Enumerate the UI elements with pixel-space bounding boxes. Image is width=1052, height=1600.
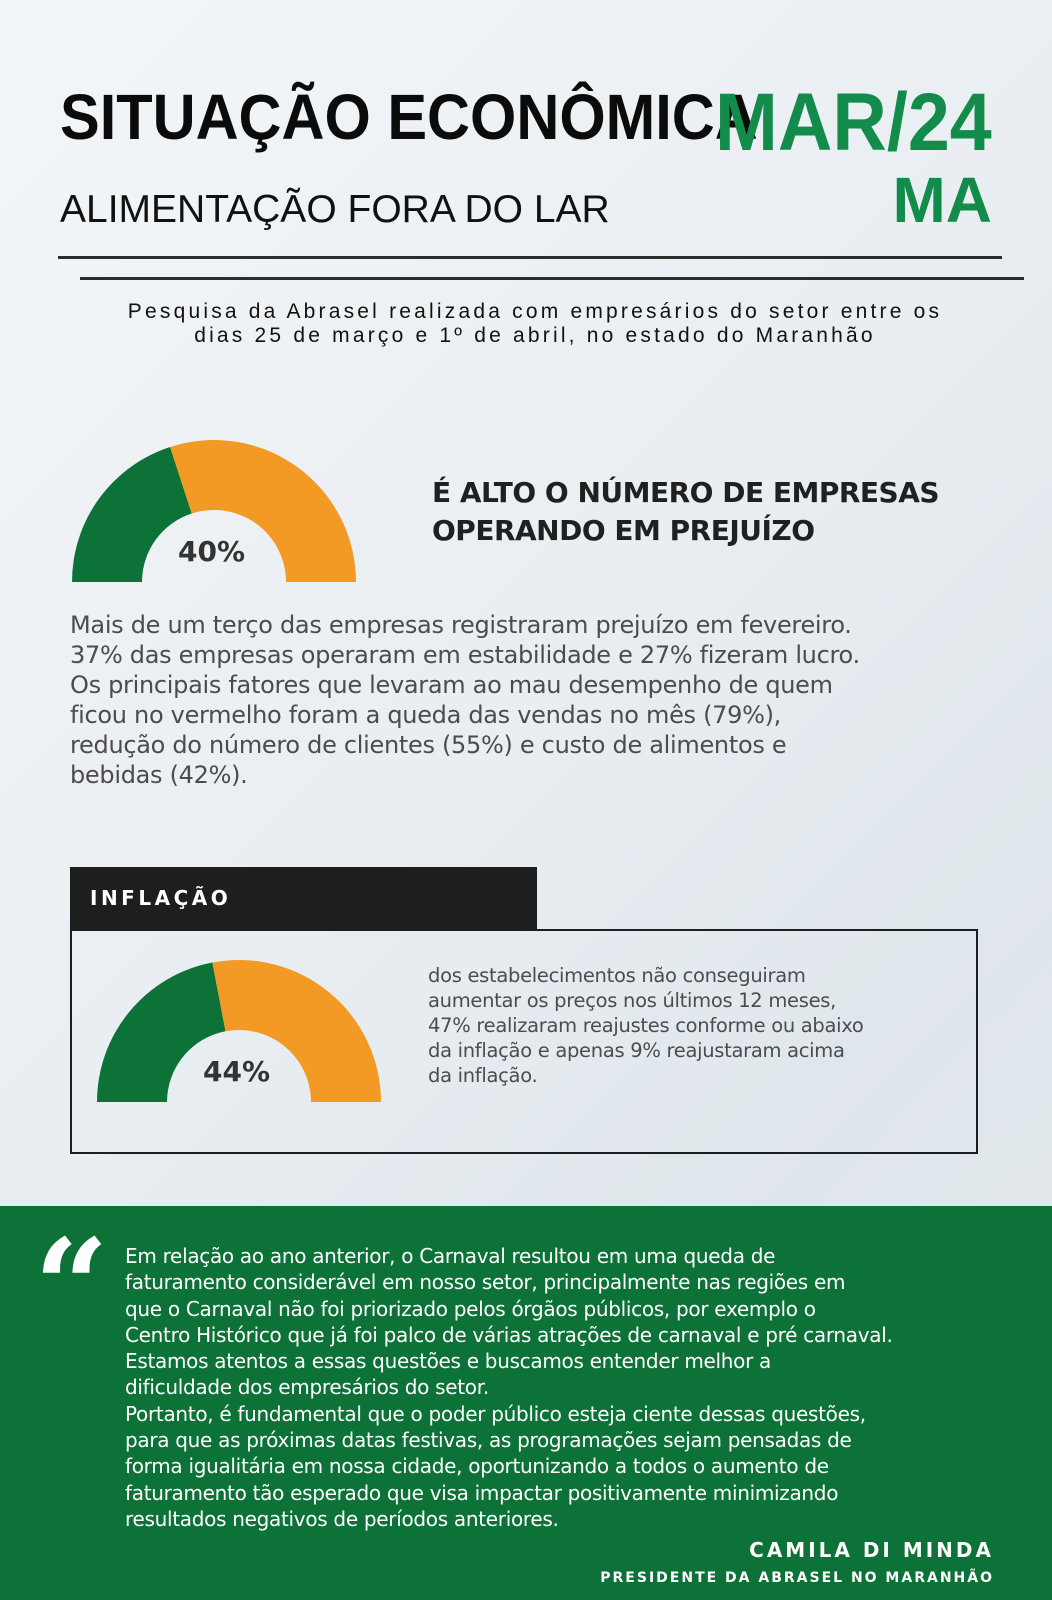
loss-headline: É ALTO O NÚMERO DE EMPRESAS OPERANDO EM …: [432, 474, 992, 550]
quote-paragraph-2: Portanto, é fundamental que o poder públ…: [125, 1401, 1005, 1532]
inflation-body: dos estabelecimentos não conseguiram aum…: [428, 963, 958, 1088]
inflation-box: [70, 929, 978, 1154]
inflation-gauge-label: 44%: [203, 1055, 271, 1088]
quote-line: faturamento considerável em nosso setor,…: [125, 1270, 846, 1295]
loss-gauge-label: 40%: [178, 535, 246, 568]
loss-body-line: Mais de um terço das empresas registrara…: [70, 611, 852, 639]
inflation-gauge: 44%: [95, 960, 383, 1108]
survey-note: Pesquisa da Abrasel realizada com empres…: [60, 300, 1010, 348]
gauge-filled-segment: [97, 962, 226, 1102]
loss-headline-line-2: OPERANDO EM PREJUÍZO: [432, 514, 815, 547]
divider-top: [58, 256, 1002, 259]
loss-body-line: 37% das empresas operaram em estabilidad…: [70, 641, 860, 669]
quote-line: Em relação ao ano anterior, o Carnaval r…: [125, 1244, 776, 1268]
divider-bottom: [80, 277, 1024, 280]
quote-band: [0, 1206, 1052, 1600]
period-label: MAR/24: [715, 77, 992, 168]
survey-line-1: Pesquisa da Abrasel realizada com empres…: [127, 300, 943, 323]
quote-author: CAMILA DI MINDA: [749, 1538, 994, 1562]
quote-line: Centro Histórico que já foi palco de vár…: [125, 1322, 893, 1347]
inflation-body-line: da inflação.: [428, 1064, 538, 1087]
quote-line: que o Carnaval não foi priorizado pelos …: [125, 1296, 816, 1321]
inflation-body-line: 47% realizaram reajustes conforme ou aba…: [428, 1014, 864, 1037]
loss-gauge: 40%: [70, 440, 358, 588]
inflation-body-line: da inflação e apenas 9% reajustaram acim…: [428, 1039, 845, 1062]
inflation-body-line: aumentar os preços nos últimos 12 meses,: [428, 989, 837, 1012]
loss-headline-line-1: É ALTO O NÚMERO DE EMPRESAS: [432, 476, 940, 509]
survey-line-2: dias 25 de março e 1º de abril, no estad…: [194, 324, 876, 347]
loss-body-line: redução do número de clientes (55%) e cu…: [70, 731, 787, 759]
quote-line: Portanto, é fundamental que o poder públ…: [125, 1401, 866, 1426]
quote-mark-icon: “: [34, 1210, 109, 1363]
quote-line: resultados negativos de períodos anterio…: [125, 1506, 559, 1531]
loss-body-line: ficou no vermelho foram a queda das vend…: [70, 701, 781, 729]
loss-body: Mais de um terço das empresas registrara…: [70, 610, 1030, 790]
quote-line: Estamos atentos a essas questões e busca…: [125, 1349, 772, 1374]
gauge-remaining-segment: [212, 960, 381, 1102]
inflation-body-line: dos estabelecimentos não conseguiram: [428, 964, 806, 987]
quote-line: dificuldade dos empresários do setor.: [125, 1375, 489, 1400]
quote-text: Em relação ao ano anterior, o Carnaval r…: [125, 1243, 1005, 1532]
quote-line: faturamento tão esperado que visa impact…: [125, 1480, 839, 1505]
loss-body-line: Os principais fatores que levaram ao mau…: [70, 671, 833, 699]
page-subtitle: ALIMENTAÇÃO FORA DO LAR: [60, 188, 610, 231]
inflation-heading: INFLAÇÃO: [70, 867, 537, 929]
gauge-remaining-segment: [170, 440, 356, 582]
quote-paragraph-1: Em relação ao ano anterior, o Carnaval r…: [125, 1243, 1005, 1401]
quote-author-role: PRESIDENTE DA ABRASEL NO MARANHÃO: [600, 1570, 994, 1586]
quote-line: forma igualitária em nossa cidade, oport…: [125, 1454, 829, 1479]
loss-body-line: bebidas (42%).: [70, 761, 248, 789]
gauge-filled-segment: [72, 446, 192, 582]
quote-line: para que as próximas datas festivas, as …: [125, 1428, 852, 1453]
state-label: MA: [892, 164, 992, 236]
page-title: SITUAÇÃO ECONÔMICA: [60, 81, 758, 153]
